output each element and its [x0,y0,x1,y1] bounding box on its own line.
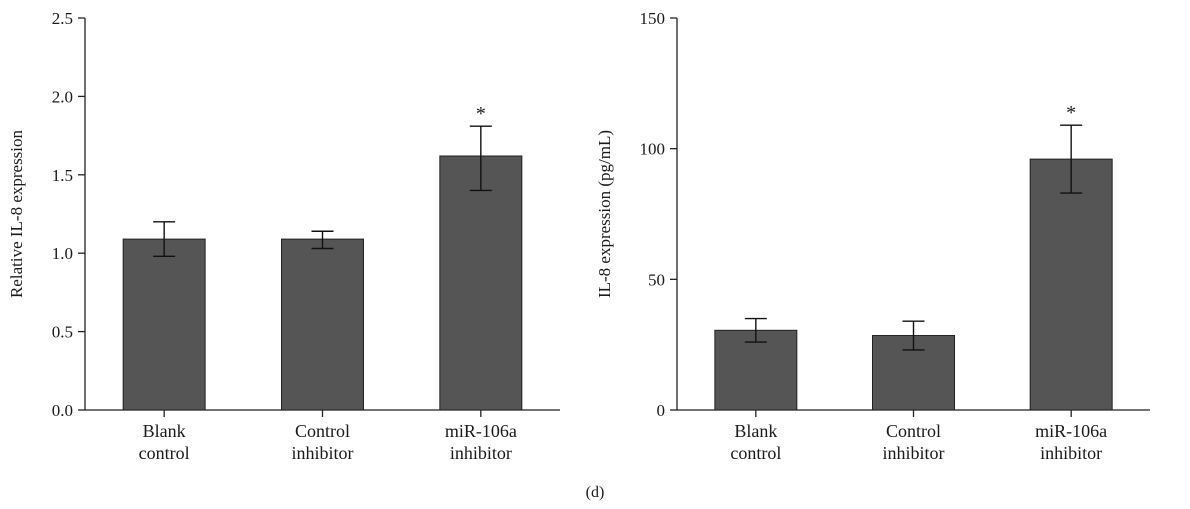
chart-il8-pg-ml: 0 50 100 150 IL-8 expression (pg/mL) Blankcon… [595,9,1150,463]
category-label: inhibitor [883,443,945,463]
category-label: Blank [143,421,186,441]
y-axis-label: IL-8 expression (pg/mL) [595,130,614,298]
y-tick-label: 1.5 [52,166,73,185]
category-label: control [730,443,781,463]
y-axis-label: Relative IL-8 expression [7,129,26,298]
y-tick-label: 150 [640,9,666,28]
category-label: Control [886,421,941,441]
y-tick-label: 50 [648,270,665,289]
category-label: Control [295,421,350,441]
category-label: Blank [734,421,777,441]
y-tick-label: 100 [640,140,666,159]
y-tick-label: 1.0 [52,244,73,263]
y-tick-label: 0.5 [52,323,73,342]
bar [122,238,206,411]
category-label: control [139,443,190,463]
bar [281,238,364,411]
category-label: inhibitor [450,443,512,463]
category-label: inhibitor [1040,443,1102,463]
bar [1029,158,1113,411]
y-tick-label: 0 [657,401,666,420]
category-label: inhibitor [292,443,354,463]
panel-label: (d) [586,484,605,501]
y-tick-label: 2.5 [52,9,73,28]
chart-relative-il8: 0.0 0.5 1.0 1.5 2.0 2.5 Relative IL-8 expressi… [7,9,560,463]
y-tick-label: 0.0 [52,401,73,420]
category-label: miR-106a [445,421,517,441]
category-label: miR-106a [1035,421,1107,441]
bar [439,155,523,411]
y-tick-label: 2.0 [52,87,73,106]
significance-marker: * [1066,102,1076,124]
significance-marker: * [476,103,486,125]
